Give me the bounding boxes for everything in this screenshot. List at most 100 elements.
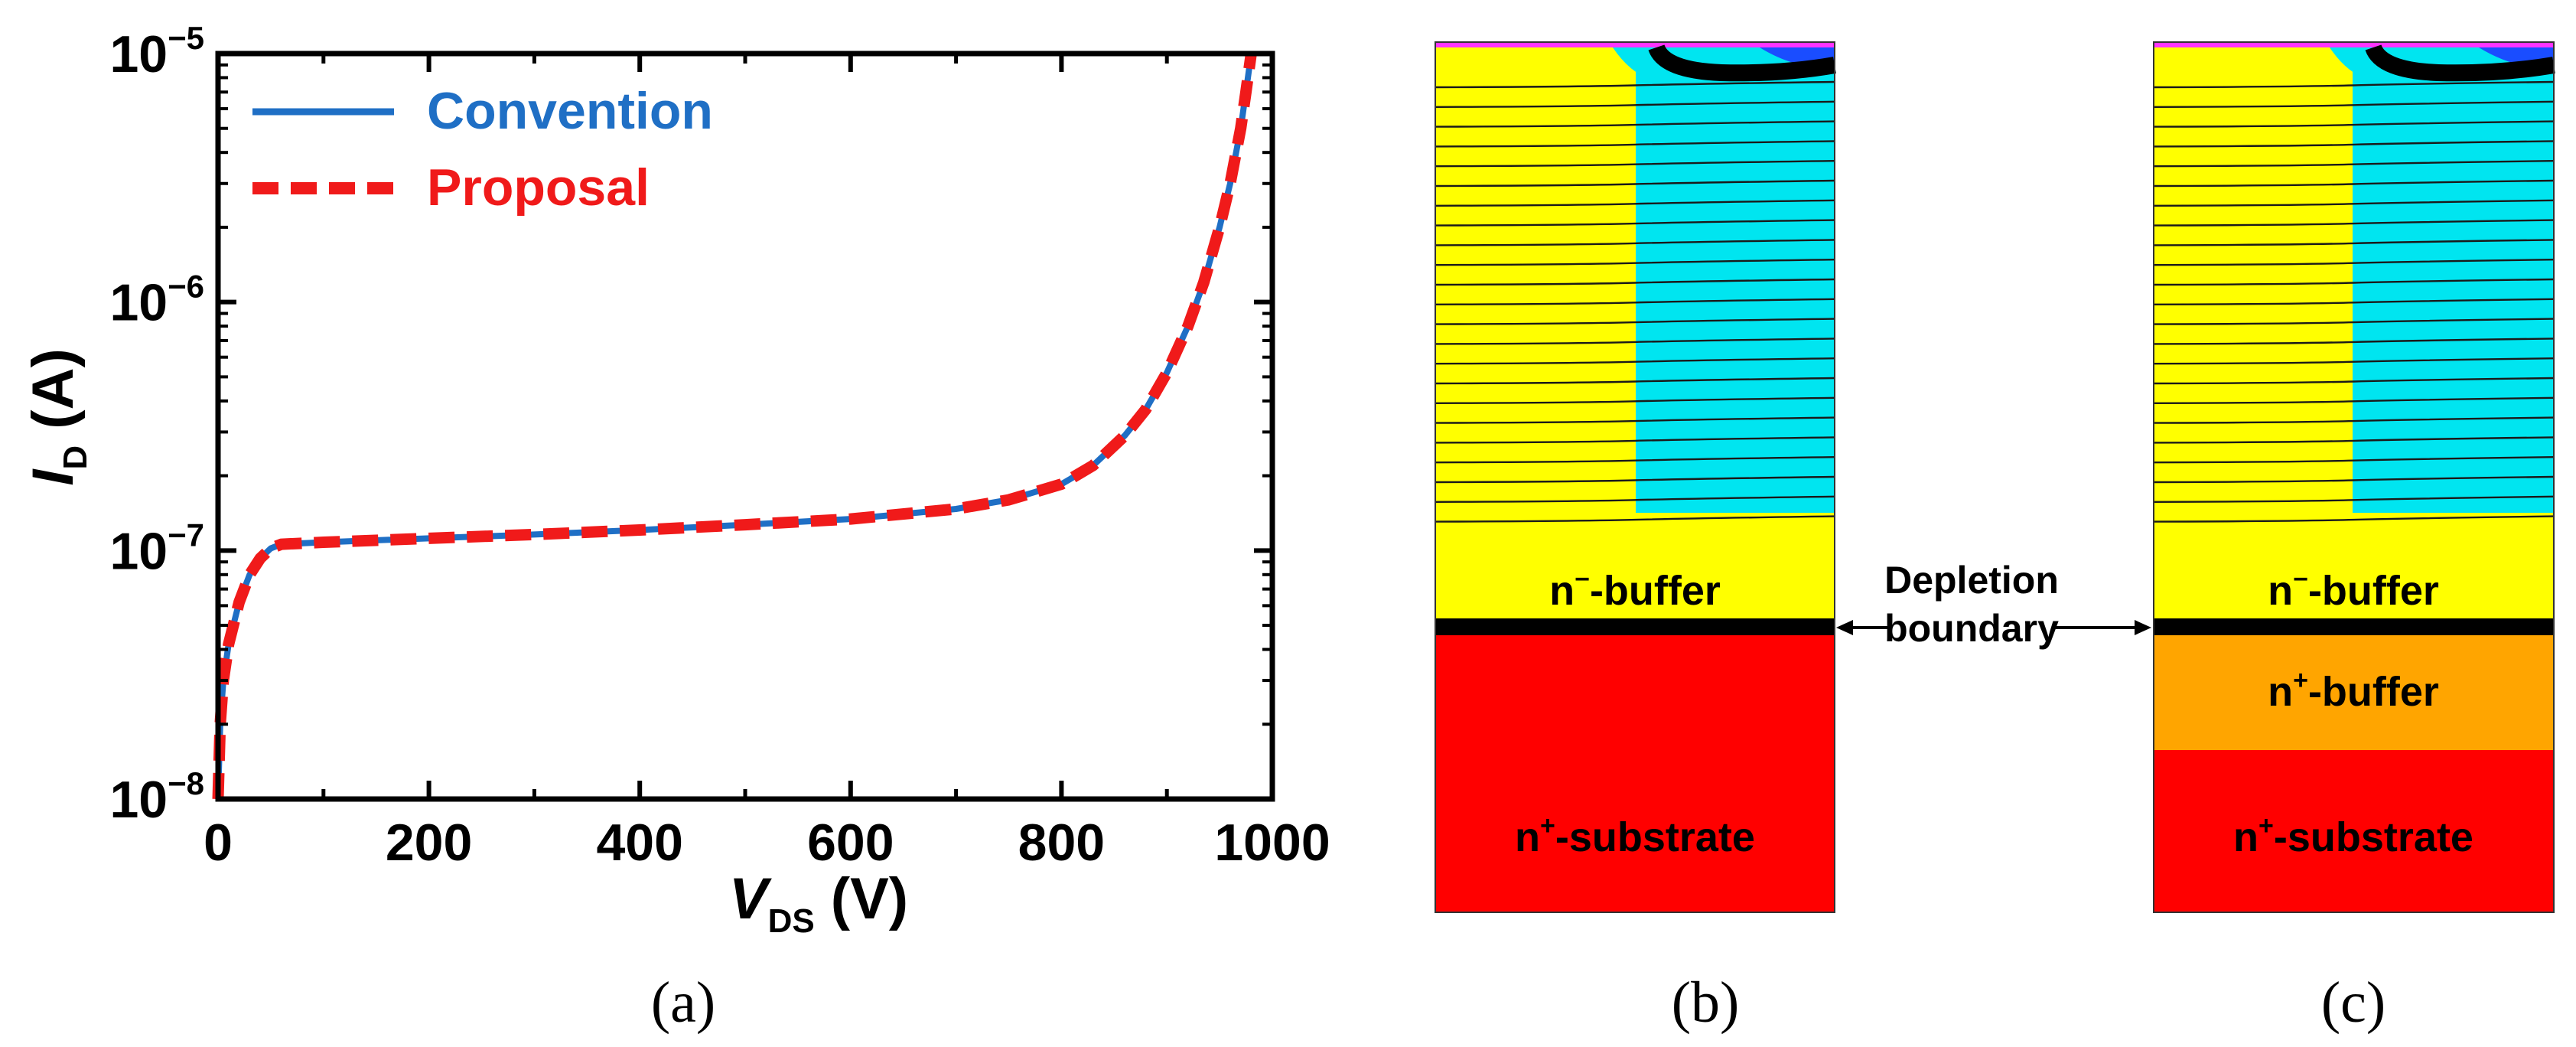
- contour-line: [1435, 160, 1835, 168]
- top-metal-c: [2154, 42, 2554, 47]
- contour-line: [2153, 475, 2555, 484]
- contour-line: [1435, 239, 1835, 246]
- contour-line: [2153, 278, 2555, 286]
- contour-line: [2153, 298, 2555, 305]
- contour-line: [1435, 199, 1835, 207]
- label-n-plus-substrate-c-sup: +: [2258, 811, 2274, 840]
- label-n-minus-buffer-c: n−-buffer: [2268, 565, 2439, 614]
- n-plus-substrate-b: [1435, 635, 1835, 912]
- label-n-plus-substrate-b-base: n: [1515, 814, 1540, 860]
- n-minus-buffer-b: [1435, 528, 1835, 620]
- contour-line: [2153, 160, 2555, 168]
- contour-line: [2153, 436, 2555, 444]
- arrow-left-head: [1836, 620, 1853, 635]
- contour-line: [1435, 357, 1835, 365]
- plot-frame: [215, 51, 1275, 802]
- y-tick-label: 10−5: [109, 20, 204, 83]
- contour-line: [2153, 120, 2555, 128]
- x-tick-label: 400: [596, 814, 682, 872]
- x-axis-label-sub: DS: [768, 902, 815, 940]
- corner-region-c: [2330, 47, 2369, 80]
- y-axis-label: ID (A): [21, 348, 94, 486]
- contour-line: [1435, 80, 1835, 89]
- y-tick-label: 10−6: [109, 269, 204, 332]
- contour-line: [2153, 396, 2555, 404]
- label-n-plus-buffer-c-rest: -buffer: [2308, 669, 2439, 715]
- contour-line: [2153, 239, 2555, 246]
- contour-line: [1435, 120, 1835, 128]
- y-tick-labels: 10−810−710−610−5: [109, 20, 204, 829]
- contour-line: [1435, 456, 1835, 464]
- label-n-minus-buffer-b-sup: −: [1575, 565, 1590, 594]
- contour-line: [2153, 495, 2555, 503]
- x-axis-label-main: V: [729, 866, 772, 931]
- label-n-plus-substrate-c-rest: -substrate: [2274, 814, 2473, 860]
- label-n-plus-substrate-b-rest: -substrate: [1555, 814, 1755, 860]
- contour-line: [2153, 140, 2555, 148]
- y-axis-label-main: I: [21, 468, 86, 486]
- panel-b: n−-buffer n+-substrate (b): [1435, 41, 1836, 1035]
- contour-line: [1435, 179, 1835, 188]
- contour-line: [1435, 396, 1835, 404]
- contour-line: [1435, 140, 1835, 148]
- panel-c-border: [2153, 41, 2555, 913]
- contour-line: [2153, 199, 2555, 207]
- series-line-proposal: [212, 52, 1257, 800]
- annotation-line1: Depletion: [1884, 559, 2059, 602]
- junction-contour-c: [2365, 44, 2555, 82]
- contour-line: [2153, 456, 2555, 464]
- label-n-plus-substrate-b-sup: +: [1540, 811, 1555, 840]
- contour-line: [1435, 475, 1835, 484]
- contour-line: [2153, 80, 2555, 89]
- y-tick-label-base: 10: [109, 25, 168, 83]
- label-n-plus-substrate-c: n+-substrate: [2233, 811, 2473, 860]
- x-axis-label: VDS (V): [729, 866, 908, 940]
- depleted-region-b: [1636, 42, 1835, 513]
- y-tick-label-exp: −8: [168, 765, 204, 801]
- contour-line: [2153, 357, 2555, 365]
- contour-line: [1435, 100, 1835, 108]
- panel-c: n−-buffer n+-buffer n+-substrate (c): [2153, 41, 2555, 1035]
- contour-line: [2153, 219, 2555, 227]
- contour-line: [1435, 298, 1835, 305]
- y-tick-label-exp: −6: [168, 269, 204, 305]
- contour-line: [1435, 318, 1835, 325]
- contour-line: [2153, 338, 2555, 345]
- contour-line: [2153, 377, 2555, 385]
- label-n-minus-buffer-b-base: n: [1549, 568, 1575, 614]
- label-n-minus-buffer-b: n−-buffer: [1549, 565, 1721, 614]
- contour-line: [1435, 219, 1835, 227]
- arrow-right-head: [2135, 620, 2151, 635]
- label-n-minus-buffer-c-rest: -buffer: [2308, 568, 2439, 614]
- label-n-plus-substrate-c-base: n: [2233, 814, 2258, 860]
- contour-line: [1435, 436, 1835, 444]
- label-n-minus-buffer-c-base: n: [2268, 568, 2293, 614]
- panel-b-border: [1435, 41, 1835, 913]
- legend: Convention Proposal: [252, 82, 713, 217]
- y-tick-label: 10−8: [109, 765, 204, 829]
- n-plus-buffer-c: [2154, 635, 2554, 750]
- annotation-line2: boundary: [1884, 607, 2059, 650]
- contour-line: [1435, 495, 1835, 503]
- x-tick-label: 600: [807, 814, 894, 872]
- top-metal-b: [1435, 42, 1835, 47]
- contour-line: [2153, 259, 2555, 266]
- y-tick-label: 10−7: [109, 517, 204, 580]
- label-n-plus-substrate-b: n+-substrate: [1515, 811, 1755, 860]
- axis-ticks: [216, 51, 1275, 801]
- panel-b-caption: (b): [1672, 970, 1740, 1035]
- contour-line: [2153, 318, 2555, 325]
- x-tick-labels: 0 200 400 600 800 1000: [204, 814, 1330, 872]
- label-n-plus-buffer-c-sup: +: [2293, 666, 2308, 695]
- contour-line: [1435, 515, 1835, 523]
- y-tick-label-base: 10: [109, 771, 168, 829]
- y-axis-label-unit: (A): [21, 348, 86, 445]
- series-lines: [212, 52, 1257, 800]
- contour-line: [1435, 416, 1835, 424]
- contour-line: [1435, 259, 1835, 266]
- contour-line: [2153, 179, 2555, 188]
- depletion-boundary-b: [1435, 618, 1835, 635]
- label-n-minus-buffer-c-sup: −: [2293, 565, 2308, 594]
- label-n-plus-buffer-c-base: n: [2268, 669, 2293, 715]
